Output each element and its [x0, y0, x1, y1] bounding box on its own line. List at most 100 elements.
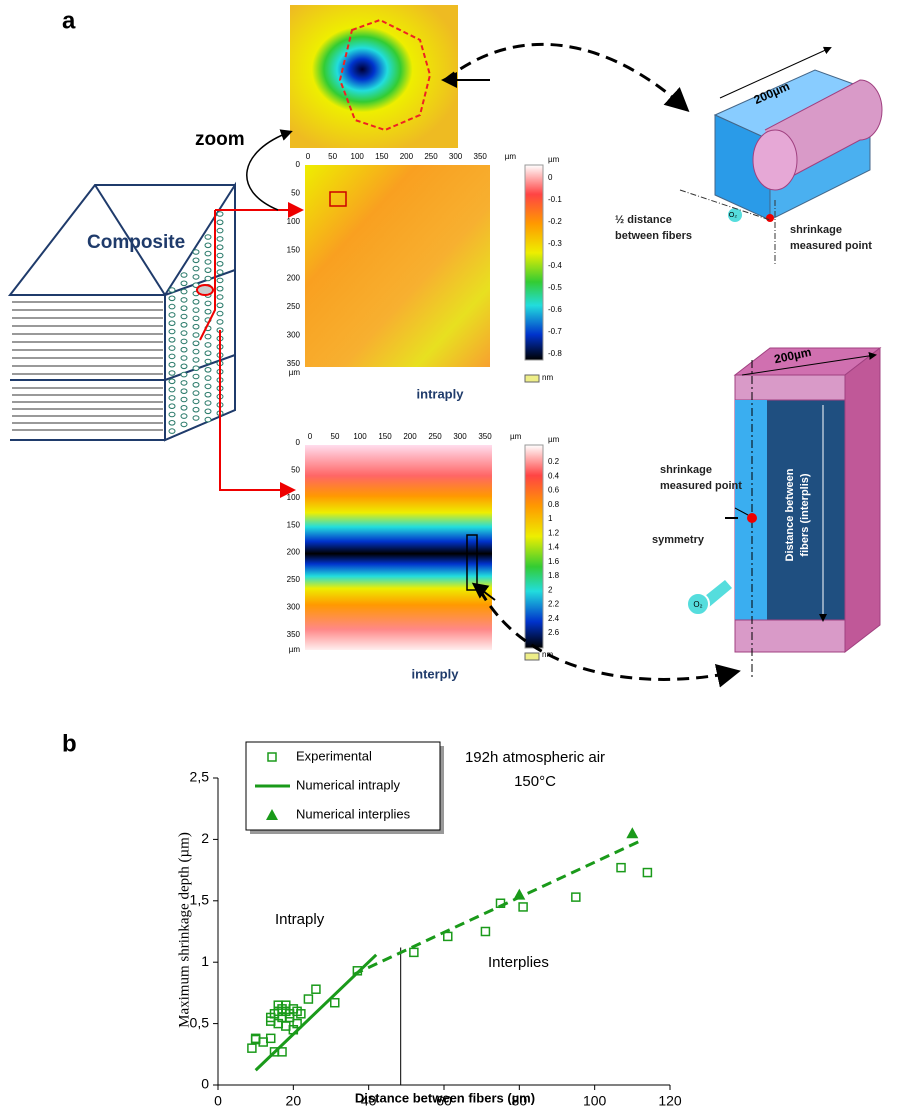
fiber-dot	[180, 313, 188, 320]
fiber-dot	[168, 287, 176, 293]
marker	[267, 752, 277, 762]
marker	[266, 809, 278, 820]
colorbar-label: 1.2	[548, 528, 560, 537]
map-tick-label: 250	[287, 302, 301, 311]
fiber-dot	[204, 416, 212, 423]
fiber-dot	[204, 383, 212, 390]
x-tick-label: 80	[512, 1093, 528, 1107]
map-unit: µm	[505, 152, 517, 161]
annotation: 150°C	[514, 773, 556, 790]
fiber-dot	[168, 295, 176, 302]
colorbar-label: -0.8	[548, 349, 562, 358]
fiber-dot	[180, 272, 188, 278]
fiber-dot	[204, 408, 212, 415]
label: shrinkage	[790, 224, 842, 236]
fiber-dot	[180, 330, 188, 336]
fiber-dot	[192, 257, 200, 264]
marker	[292, 1018, 302, 1029]
marker	[311, 984, 321, 994]
fiber-dot	[204, 250, 212, 257]
panel-label: a	[62, 7, 76, 34]
composite-label: Composite	[87, 232, 185, 253]
intraply-map	[305, 165, 490, 367]
legend-label: Experimental	[296, 748, 372, 763]
interply-model	[686, 346, 882, 680]
map-tick-label: 300	[449, 152, 463, 161]
fiber-dot	[180, 388, 188, 395]
x-tick-label: 100	[583, 1093, 607, 1107]
y-tick-label: 0	[201, 1076, 209, 1092]
colorbar-label: 2	[548, 585, 553, 594]
colorbar-label: 1	[548, 514, 553, 523]
y-tick-label: 1	[201, 953, 209, 969]
zoom-outline	[338, 18, 432, 132]
o2-label: O₂	[693, 600, 702, 609]
label: shrinkage	[660, 464, 712, 476]
label: Distance between	[784, 468, 796, 561]
colorbar-label: 2.4	[548, 614, 560, 623]
fiber-dot	[204, 342, 212, 348]
fiber-dot	[216, 285, 224, 292]
colorbar-label: 0.4	[548, 471, 560, 480]
fiber-dot	[180, 355, 188, 361]
fiber-dot	[204, 350, 212, 357]
fiber-dot	[192, 390, 200, 396]
map-tick-label: 0	[306, 152, 311, 161]
colorbar-label: 0.2	[548, 457, 560, 466]
map-tick-label: 200	[400, 152, 414, 161]
map-tick-label: 300	[453, 432, 467, 441]
map-tick-label: 200	[403, 432, 417, 441]
fiber-dot	[192, 348, 200, 355]
map-tick-label: 50	[328, 152, 337, 161]
fiber-dot	[180, 371, 188, 378]
arrow	[471, 582, 496, 601]
fiber-dot	[216, 227, 224, 234]
fiber-dot	[204, 234, 212, 240]
fiber-dot	[168, 411, 176, 418]
ply-lines	[12, 301, 163, 431]
map-tick-label: 100	[353, 432, 367, 441]
label: measured point	[790, 240, 872, 252]
marker	[303, 994, 314, 1004]
fiber-dot	[192, 332, 200, 338]
x-tick-label: 0	[214, 1093, 222, 1107]
fiber-dot	[192, 323, 200, 330]
label: measured point	[660, 480, 742, 492]
fiber-dot	[168, 328, 176, 335]
dashed-arrows	[444, 42, 741, 688]
marker	[277, 1047, 287, 1057]
fiber-dot	[192, 299, 200, 305]
x-tick-label: 120	[658, 1093, 682, 1107]
label: between fibers	[615, 230, 692, 242]
map-tick-label: 250	[287, 575, 301, 584]
fiber-dot	[180, 405, 188, 411]
map-tick-label: 150	[287, 245, 301, 254]
y-tick-label: 2,5	[190, 769, 210, 785]
label: symmetry	[652, 534, 705, 546]
fiber-dot	[204, 333, 212, 340]
map-tick-label: 200	[287, 274, 301, 283]
fiber-dot	[168, 303, 176, 310]
fiber-dot	[168, 378, 176, 385]
fiber-dot	[192, 274, 200, 280]
map-tick-label: 350	[478, 432, 492, 441]
fiber-dot	[216, 261, 224, 267]
fiber-dot	[168, 337, 176, 343]
fiber-dot	[204, 375, 212, 381]
fiber-dot	[180, 338, 188, 345]
map-tick-label: 50	[331, 432, 340, 441]
map-tick-label: 300	[287, 331, 301, 340]
colorbar-label: 0	[548, 173, 553, 182]
colorbar-label: -0.4	[548, 261, 562, 270]
marker	[247, 1043, 257, 1053]
fiber-dot	[180, 363, 188, 370]
fiber-dot	[204, 367, 212, 373]
legend-label: Numerical intraply	[296, 777, 401, 792]
map-caption: intraply	[417, 386, 465, 401]
fiber-dot	[216, 236, 224, 242]
colorbar-label: 0.6	[548, 486, 560, 495]
map-tick-label: 150	[287, 520, 301, 529]
colorbar-label: -0.1	[548, 195, 562, 204]
fiber-dot	[168, 428, 176, 434]
